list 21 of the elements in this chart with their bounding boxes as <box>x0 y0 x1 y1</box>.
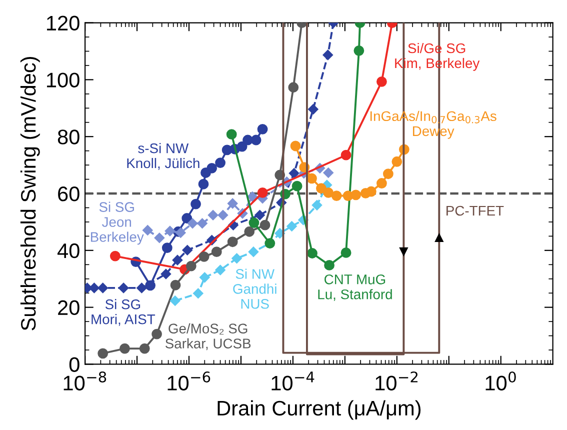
y-tick-label: 100 <box>47 72 80 88</box>
x-tick-label: 10$^{−2}$ <box>376 371 418 390</box>
x-tick-label: 10$^{−4}$ <box>272 372 314 390</box>
y-axis-title: Subthreshold Swing (mV/dec) <box>20 56 40 330</box>
y-tick-label: 0 <box>69 357 80 372</box>
y-tick-label: 40 <box>57 243 80 258</box>
y-tick-label: 80 <box>58 130 80 144</box>
x-tick-label: 10$^{−8}$ <box>64 371 106 390</box>
y-tick-label: 20 <box>58 300 80 316</box>
series-label: Ge/MoS₂ SG Sarkar, UCSB <box>165 323 251 350</box>
series-label: CNT MuG Lu, Stanford <box>318 274 392 301</box>
series-label: Si SG Jeon Berkeley <box>90 202 144 245</box>
series-label: Si NW Gandhi NUS <box>233 268 276 309</box>
series-label: PC-TFET <box>446 206 504 216</box>
y-tick-label: 120 <box>47 16 80 31</box>
x-tick-label: 10$^{0}$ <box>486 371 516 390</box>
series-label: Si SG Mori, AIST <box>92 299 156 326</box>
series-label: s-Si NW Knoll, Jülich <box>127 143 200 170</box>
x-axis-title: Drain Current (μA/μm) <box>218 400 421 420</box>
x-tick-label: 10$^{−6}$ <box>168 371 210 390</box>
y-tick-label: 60 <box>58 186 80 202</box>
